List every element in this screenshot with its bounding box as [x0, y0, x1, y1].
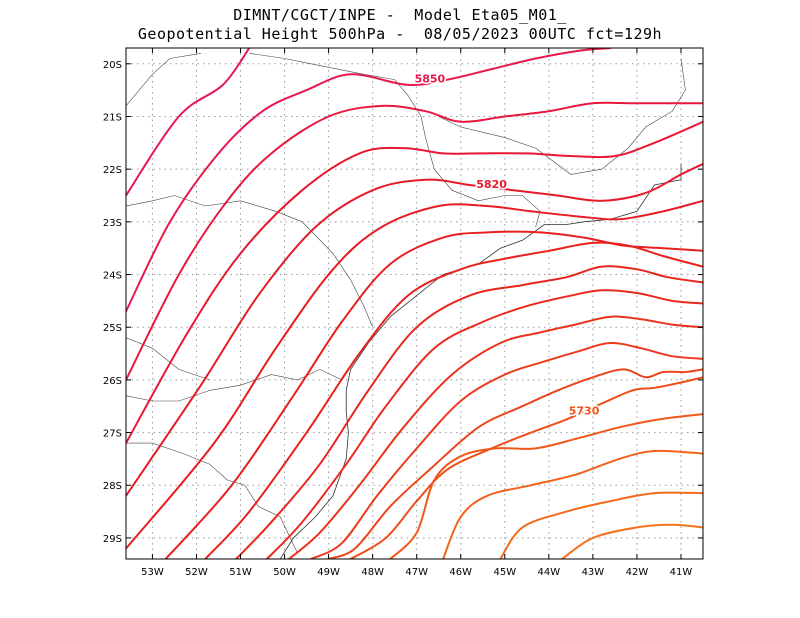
- state-border-3: [126, 195, 373, 328]
- contour-5720: [389, 413, 703, 559]
- y-tick-label: 28S: [103, 481, 122, 492]
- chart-title: DIMNT/CGCT/INPE - Model Eta05_M01_: [233, 6, 567, 24]
- contour-labels: 5850 5820 5730: [413, 71, 601, 419]
- x-tick-label: 49W: [317, 567, 340, 578]
- contour-5850: [126, 48, 612, 313]
- contour-5830: [126, 120, 703, 445]
- y-tick-label: 27S: [103, 429, 122, 440]
- contour-5790: [204, 241, 703, 559]
- contour-5750: [310, 341, 703, 559]
- contour-lines: [126, 48, 703, 559]
- contour-5730: [349, 376, 703, 559]
- chart-subtitle: Geopotential Height 500hPa - 08/05/2023 …: [137, 25, 663, 43]
- y-tick-label: 23S: [103, 218, 122, 229]
- y-tick-label: 21S: [103, 112, 122, 123]
- state-border-1: [249, 53, 541, 228]
- state-border-6: [126, 337, 210, 381]
- state-border-4: [126, 369, 342, 402]
- x-tick-label: 42W: [626, 567, 649, 578]
- y-tick-label: 29S: [103, 534, 122, 545]
- x-axis: 53W 52W 51W 50W 49W 48W 47W 46W 45W 44W 43W 42W 41W: [141, 48, 692, 578]
- contour-label-5820: 5820: [476, 178, 507, 191]
- coastline: [279, 163, 682, 559]
- y-axis: 20S 21S 22S 23S 24S 25S 26S 27S 28S 29S: [103, 60, 703, 545]
- state-border-2: [438, 58, 686, 175]
- y-tick-label: 20S: [103, 60, 122, 71]
- contour-label-5730: 5730: [569, 404, 600, 417]
- state-border-5: [126, 442, 299, 554]
- contour-5860: [126, 48, 251, 197]
- contour-5810: [126, 199, 703, 550]
- x-tick-label: 41W: [670, 567, 693, 578]
- contour-5740: [327, 368, 703, 559]
- x-tick-label: 48W: [361, 567, 384, 578]
- contour-5780: [235, 265, 703, 559]
- x-tick-label: 44W: [538, 567, 561, 578]
- y-tick-label: 22S: [103, 165, 122, 176]
- y-tick-label: 24S: [103, 271, 122, 282]
- contour-5840: [126, 101, 703, 381]
- contour-5770: [265, 289, 703, 559]
- y-tick-label: 25S: [103, 323, 122, 334]
- plot-frame: [125, 47, 704, 560]
- x-tick-label: 46W: [449, 567, 472, 578]
- x-tick-label: 45W: [493, 567, 516, 578]
- contour-5690: [561, 523, 703, 559]
- state-border-0: [126, 53, 201, 107]
- x-tick-label: 47W: [405, 567, 428, 578]
- contour-5820: [126, 162, 703, 497]
- contour-5760: [288, 315, 703, 559]
- contour-5710: [442, 449, 703, 559]
- contour-label-5850: 5850: [415, 73, 446, 86]
- x-tick-label: 51W: [229, 567, 252, 578]
- x-tick-label: 52W: [185, 567, 208, 578]
- x-tick-label: 43W: [582, 567, 605, 578]
- contour-5700: [499, 491, 703, 559]
- map-outlines: [126, 53, 686, 559]
- x-tick-label: 53W: [141, 567, 164, 578]
- x-tick-label: 50W: [273, 567, 296, 578]
- y-tick-label: 26S: [103, 376, 122, 387]
